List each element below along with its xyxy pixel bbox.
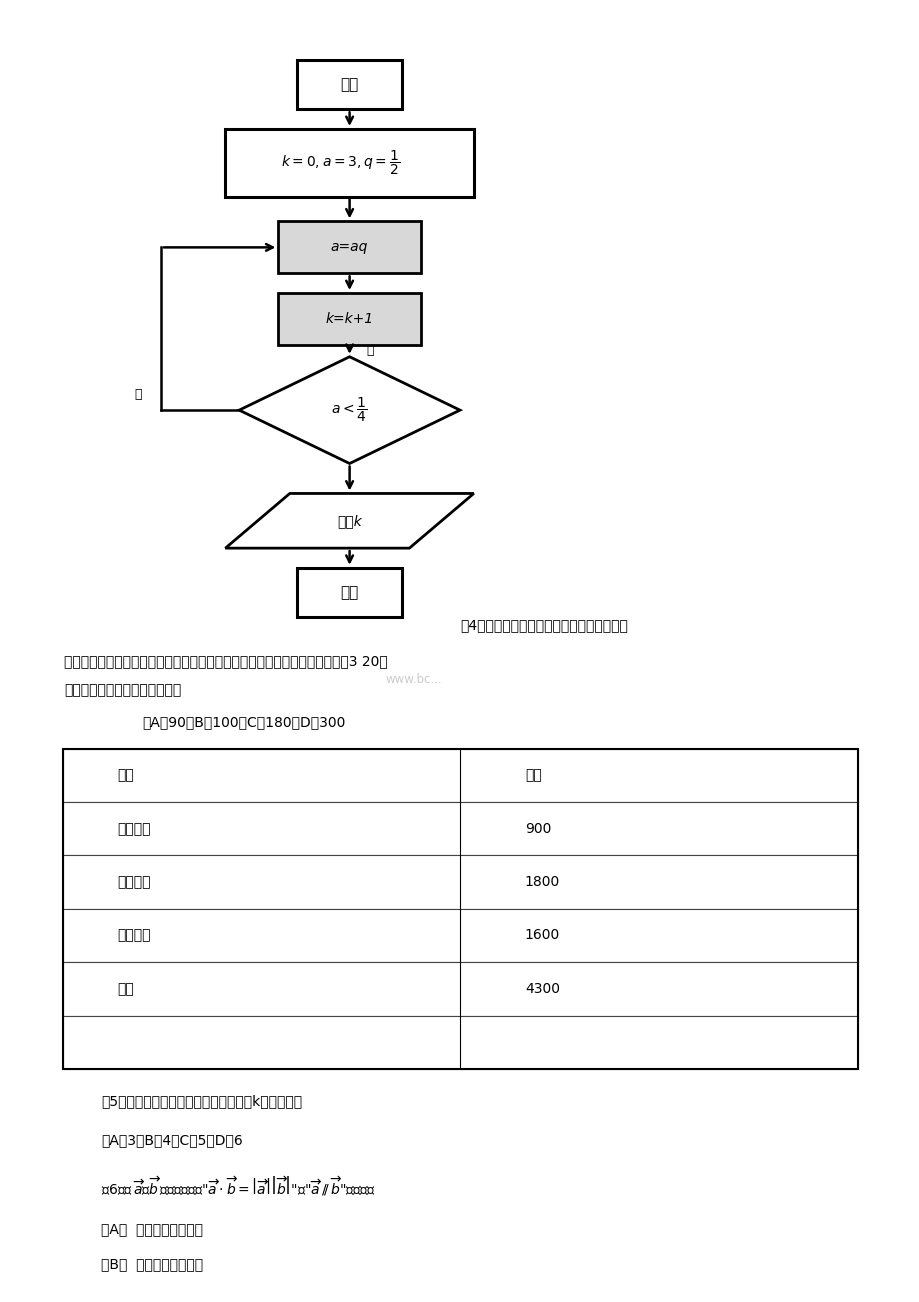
Text: （4）某校老年、中年和青年教师的人数见下: （4）某校老年、中年和青年教师的人数见下 bbox=[460, 618, 627, 631]
Text: 900: 900 bbox=[524, 822, 550, 836]
Text: $k{=}0,a{=}3,q{=}\dfrac{1}{2}$: $k{=}0,a{=}3,q{=}\dfrac{1}{2}$ bbox=[280, 148, 400, 177]
Text: （6）设$\,\overrightarrow{a}$，$\overrightarrow{b}\,$是非零向量，"$\overrightarrow{a}\cdot: （6）设$\,\overrightarrow{a}$，$\overrightar… bbox=[101, 1174, 376, 1198]
Text: 开始: 开始 bbox=[340, 77, 358, 92]
FancyBboxPatch shape bbox=[62, 1016, 857, 1069]
Polygon shape bbox=[225, 493, 473, 548]
FancyBboxPatch shape bbox=[62, 802, 857, 855]
FancyBboxPatch shape bbox=[62, 962, 857, 1016]
Text: www.bc...: www.bc... bbox=[385, 673, 442, 686]
Text: 1600: 1600 bbox=[524, 928, 560, 943]
Text: （A）  充分而不必要条件: （A） 充分而不必要条件 bbox=[101, 1223, 203, 1236]
FancyBboxPatch shape bbox=[225, 129, 473, 197]
Text: ，则该样本的老年人数为（　）: ，则该样本的老年人数为（ ） bbox=[64, 684, 181, 697]
Text: 表，采用分层抽样的方法调查教师的身体状况，在抽取的样本中，青年教师有3 20人: 表，采用分层抽样的方法调查教师的身体状况，在抽取的样本中，青年教师有3 20人 bbox=[64, 655, 388, 668]
Text: 老年教师: 老年教师 bbox=[118, 822, 151, 836]
Text: 结束: 结束 bbox=[340, 585, 358, 600]
Text: 4300: 4300 bbox=[524, 982, 560, 996]
FancyBboxPatch shape bbox=[278, 293, 421, 345]
FancyBboxPatch shape bbox=[297, 568, 403, 617]
Text: 人数: 人数 bbox=[524, 768, 541, 783]
Text: 1800: 1800 bbox=[524, 875, 560, 889]
Text: 否: 否 bbox=[134, 388, 142, 401]
Text: 是: 是 bbox=[366, 345, 373, 357]
Text: 输出k: 输出k bbox=[337, 514, 361, 527]
Text: 类别: 类别 bbox=[118, 768, 134, 783]
FancyBboxPatch shape bbox=[62, 855, 857, 909]
Text: a=aq: a=aq bbox=[331, 241, 368, 254]
FancyBboxPatch shape bbox=[62, 749, 857, 802]
Text: （A）3（B）4（C）5（D）6: （A）3（B）4（C）5（D）6 bbox=[101, 1134, 243, 1147]
FancyBboxPatch shape bbox=[278, 221, 421, 273]
Text: （B）  必要而不充分条件: （B） 必要而不充分条件 bbox=[101, 1258, 203, 1271]
Text: （A）90（B）100（C）180（D）300: （A）90（B）100（C）180（D）300 bbox=[142, 716, 346, 729]
Text: （5）执行如图所示的程序框图，输出的k値为（　）: （5）执行如图所示的程序框图，输出的k値为（ ） bbox=[101, 1095, 302, 1108]
FancyBboxPatch shape bbox=[297, 60, 403, 109]
Text: 合计: 合计 bbox=[118, 982, 134, 996]
Polygon shape bbox=[239, 357, 460, 464]
Text: k=k+1: k=k+1 bbox=[325, 312, 373, 326]
Text: 青年教师: 青年教师 bbox=[118, 928, 151, 943]
Text: 中年教师: 中年教师 bbox=[118, 875, 151, 889]
Text: $a{<}\dfrac{1}{4}$: $a{<}\dfrac{1}{4}$ bbox=[331, 396, 368, 424]
FancyBboxPatch shape bbox=[62, 909, 857, 962]
